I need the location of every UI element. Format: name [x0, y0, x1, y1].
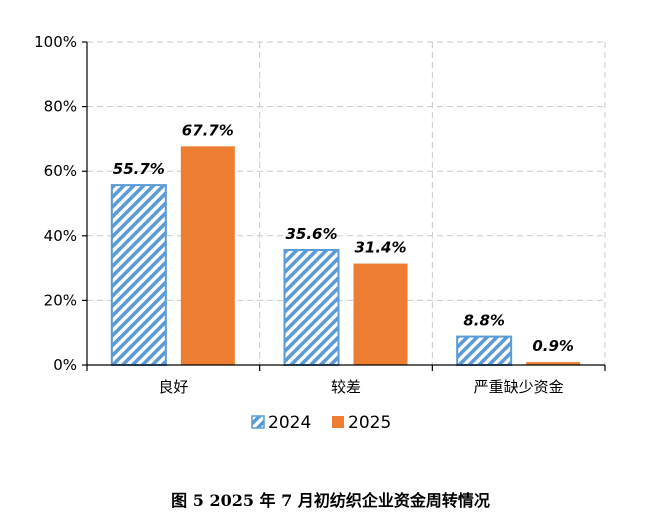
- legend-swatch-2025: [332, 416, 344, 428]
- data-label: 67.7%: [182, 121, 234, 139]
- y-tick-label: 40%: [44, 227, 77, 245]
- data-labels: 55.7% 67.7% 35.6% 31.4% 8.8% 0.9%: [113, 121, 574, 355]
- axes: 良好 较差 严重缺少资金 0% 20% 40% 60% 80% 100%: [34, 33, 606, 396]
- legend-label-2024: 2024: [268, 413, 311, 433]
- bar-2024-2: [456, 335, 513, 366]
- y-tick-label: 20%: [44, 291, 77, 309]
- data-label: 31.4%: [354, 239, 406, 257]
- x-tick-label: 良好: [158, 378, 188, 396]
- bar-2025-1: [353, 263, 408, 365]
- x-tick-label: 较差: [331, 378, 361, 396]
- bar-2025-0: [180, 146, 235, 365]
- bars: [110, 146, 581, 366]
- data-label: 35.6%: [285, 225, 337, 243]
- figure-caption: 图 5 2025 年 7 月初纺织企业资金周转情况: [171, 491, 490, 510]
- y-tick-label: 100%: [34, 33, 77, 51]
- data-label: 8.8%: [463, 312, 505, 330]
- bar-2024-0: [110, 184, 167, 366]
- bar-chart: 良好 较差 严重缺少资金 0% 20% 40% 60% 80% 100% 55.7% 67.7% 3…: [34, 33, 606, 433]
- bar-2024-1: [283, 249, 340, 366]
- data-label: 55.7%: [113, 160, 165, 178]
- gridlines: [87, 41, 606, 365]
- legend-swatch-2024: [251, 415, 265, 429]
- legend-label-2025: 2025: [348, 413, 391, 433]
- y-tick-label: 80%: [44, 98, 77, 116]
- x-tick-label: 严重缺少资金: [474, 378, 564, 396]
- y-tick-label: 0%: [53, 356, 77, 374]
- y-tick-label: 60%: [44, 162, 77, 180]
- legend: 2024 2025: [251, 413, 391, 433]
- data-label: 0.9%: [532, 337, 574, 355]
- bar-2025-2: [526, 362, 581, 365]
